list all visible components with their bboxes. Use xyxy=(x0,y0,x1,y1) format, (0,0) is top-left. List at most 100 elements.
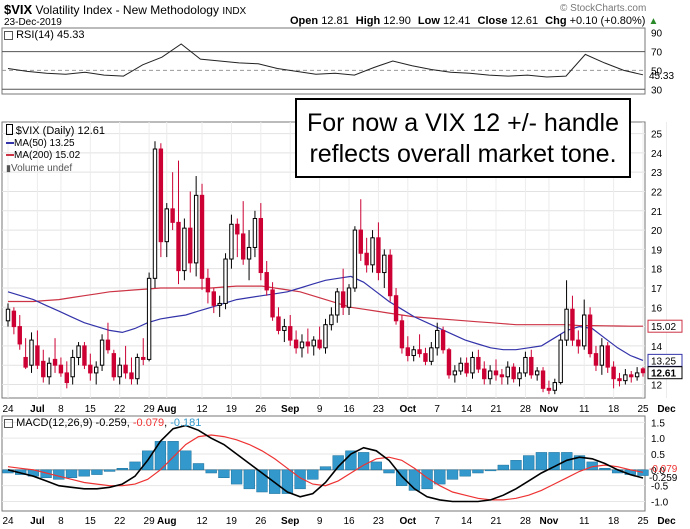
candle-body xyxy=(393,295,399,322)
macd-tick-label: 1.0 xyxy=(651,434,665,445)
candle-body xyxy=(164,208,169,243)
macd-histogram-bar xyxy=(523,455,535,471)
candle xyxy=(5,303,11,327)
x-tick-label: Dec xyxy=(657,404,676,415)
candle-body xyxy=(593,353,599,366)
candle-body xyxy=(129,372,134,380)
candle xyxy=(558,334,563,385)
price-tick-label: 22 xyxy=(651,187,663,198)
candle xyxy=(417,334,422,358)
candle-body xyxy=(335,291,340,316)
candle xyxy=(587,307,593,358)
candle-body xyxy=(276,316,281,331)
candle-body xyxy=(282,326,287,331)
candle-body xyxy=(376,237,381,274)
candle-body xyxy=(205,277,211,293)
watermark: © StockCharts.com xyxy=(560,3,647,14)
x-tick-label: 9 xyxy=(317,404,323,415)
annotation-box: For now a VIX 12 +/- handle reflects ove… xyxy=(295,98,631,178)
x-tick-label: 16 xyxy=(343,404,355,415)
macd-tick-label: 0.0 xyxy=(651,466,665,477)
x-tick-label: 8 xyxy=(58,516,64,527)
candle-body xyxy=(505,366,510,378)
candle xyxy=(534,367,540,381)
x-tick-label: 14 xyxy=(461,404,473,415)
candle xyxy=(399,315,405,354)
candle xyxy=(240,201,246,265)
candle-body xyxy=(64,372,69,384)
x-tick-label: Nov xyxy=(539,404,558,415)
macd-histogram-bar xyxy=(484,469,497,472)
candle-body xyxy=(370,237,375,266)
x-tick-label: 26 xyxy=(255,516,267,527)
high-label: High xyxy=(355,15,381,27)
candle xyxy=(229,214,234,269)
candle xyxy=(640,367,646,377)
rsi-last-value-label: 45.33 xyxy=(649,71,674,82)
candle xyxy=(505,361,510,385)
candle-body xyxy=(611,366,616,380)
rsi-tick-label: 90 xyxy=(651,29,663,40)
candle xyxy=(293,330,299,354)
candle xyxy=(135,353,140,385)
price-legend-label: $VIX (Daily) 12.61 xyxy=(15,125,106,137)
candle-body xyxy=(352,229,358,289)
candle-body xyxy=(323,324,328,349)
open-label: Open xyxy=(290,15,319,27)
x-tick-label: 9 xyxy=(317,516,323,527)
candle xyxy=(340,268,346,316)
candle-body xyxy=(58,364,64,374)
candle xyxy=(41,349,46,383)
candle-body xyxy=(258,218,264,274)
candle-body xyxy=(82,345,87,366)
candle-body xyxy=(158,148,164,243)
candle xyxy=(146,272,152,362)
candle xyxy=(582,299,587,350)
candle xyxy=(482,361,487,385)
high-value: 12.90 xyxy=(383,15,411,27)
candle xyxy=(252,210,258,258)
x-tick-label: 25 xyxy=(637,404,649,415)
x-tick-label: 18 xyxy=(608,404,620,415)
candle-body xyxy=(105,339,111,351)
macd-histogram-bar xyxy=(459,469,471,477)
candle xyxy=(199,183,205,290)
candle xyxy=(99,334,105,371)
annotation-line-2: reflects overall market tone. xyxy=(309,140,617,168)
candle xyxy=(393,287,399,325)
candle xyxy=(540,367,546,393)
x-tick-label: 15 xyxy=(85,516,97,527)
candle xyxy=(111,349,117,381)
macd-tick-label: 1.5 xyxy=(651,418,665,429)
candle xyxy=(493,359,499,381)
candle-body xyxy=(440,329,446,351)
candle-body xyxy=(476,356,481,370)
candle xyxy=(523,351,528,377)
candle xyxy=(387,249,393,302)
candle xyxy=(429,342,434,366)
candle-body xyxy=(534,370,540,376)
x-tick-label: 12 xyxy=(196,516,208,527)
candle xyxy=(552,378,558,395)
x-tick-label: 16 xyxy=(343,516,355,527)
ma200-legend-item: MA(200) 15.02 xyxy=(6,150,105,162)
candle xyxy=(476,349,481,373)
candle xyxy=(634,367,640,381)
candle-body xyxy=(640,368,646,374)
candle-body xyxy=(446,349,452,376)
candle-body xyxy=(11,310,17,328)
macd-histogram-bar xyxy=(548,452,560,471)
chart-date: 23-Dec-2019 xyxy=(4,17,62,28)
candle-body xyxy=(217,302,222,306)
ma50-legend-label: MA(50) 13.25 xyxy=(14,138,75,149)
candle-body xyxy=(188,227,193,264)
rsi-legend-label: RSI(14) 45.33 xyxy=(16,29,85,41)
macd-histogram-bar xyxy=(446,469,459,480)
candle-body xyxy=(23,356,28,368)
candle-body xyxy=(493,370,499,376)
macd-histogram-bar xyxy=(535,452,548,471)
macd-histogram-bar xyxy=(78,469,90,477)
candle-body xyxy=(88,364,93,374)
macd-histogram-bar xyxy=(192,463,205,471)
macd-histogram-bar xyxy=(218,469,230,479)
